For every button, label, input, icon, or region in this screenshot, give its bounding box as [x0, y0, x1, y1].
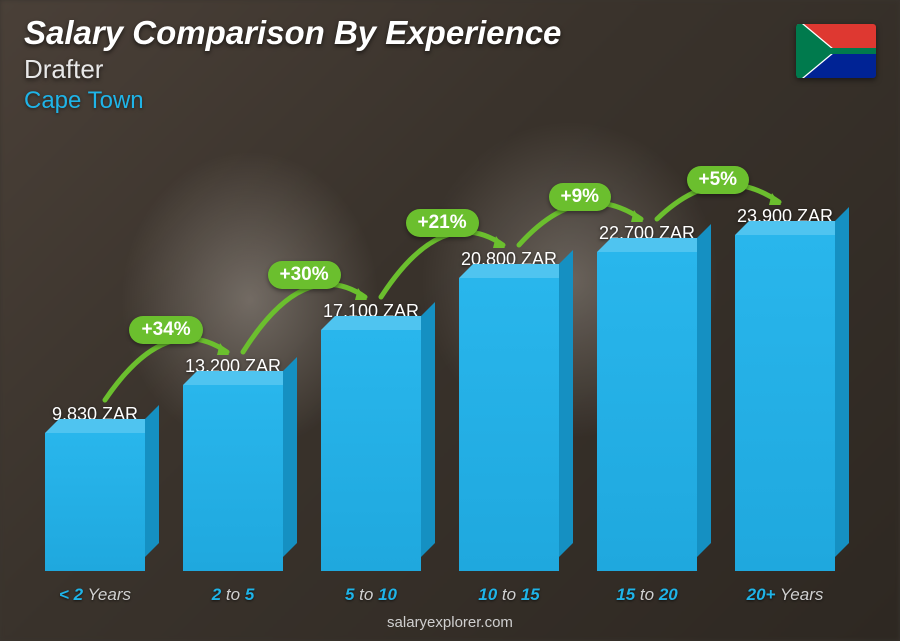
x-axis-label: 15 to 20 — [616, 585, 677, 605]
bar-chart: 9,830 ZAR< 2 Years13,200 ZAR2 to 517,100… — [30, 160, 850, 571]
x-axis-label: 5 to 10 — [345, 585, 397, 605]
bar-group: 17,100 ZAR5 to 10 — [306, 301, 436, 571]
header: Salary Comparison By Experience Drafter … — [24, 14, 561, 115]
chart-subtitle: Drafter — [24, 54, 561, 85]
footer-attribution: salaryexplorer.com — [0, 614, 900, 631]
bar — [459, 278, 559, 571]
main-container: Salary Comparison By Experience Drafter … — [0, 0, 900, 641]
bar — [735, 235, 835, 571]
bar-group: 13,200 ZAR2 to 5 — [168, 356, 298, 571]
increase-percent-badge: +5% — [687, 166, 750, 194]
bar-group: 23,900 ZAR20+ Years — [720, 206, 850, 571]
x-axis-label: 10 to 15 — [478, 585, 539, 605]
increase-percent-badge: +21% — [406, 209, 479, 237]
increase-percent-badge: +30% — [268, 261, 341, 289]
chart-location: Cape Town — [24, 87, 561, 115]
bar — [321, 330, 421, 571]
bar — [183, 385, 283, 571]
bar-group: 22,700 ZAR15 to 20 — [582, 223, 712, 571]
bar — [45, 433, 145, 571]
x-axis-label: < 2 Years — [59, 585, 131, 605]
bar-group: 20,800 ZAR10 to 15 — [444, 249, 574, 571]
increase-percent-badge: +34% — [129, 316, 202, 344]
chart-title: Salary Comparison By Experience — [24, 14, 561, 52]
bar — [597, 252, 697, 571]
x-axis-label: 20+ Years — [747, 585, 824, 605]
x-axis-label: 2 to 5 — [212, 585, 255, 605]
increase-percent-badge: +9% — [549, 183, 612, 211]
country-flag-icon — [796, 24, 876, 78]
bar-group: 9,830 ZAR< 2 Years — [30, 404, 160, 571]
